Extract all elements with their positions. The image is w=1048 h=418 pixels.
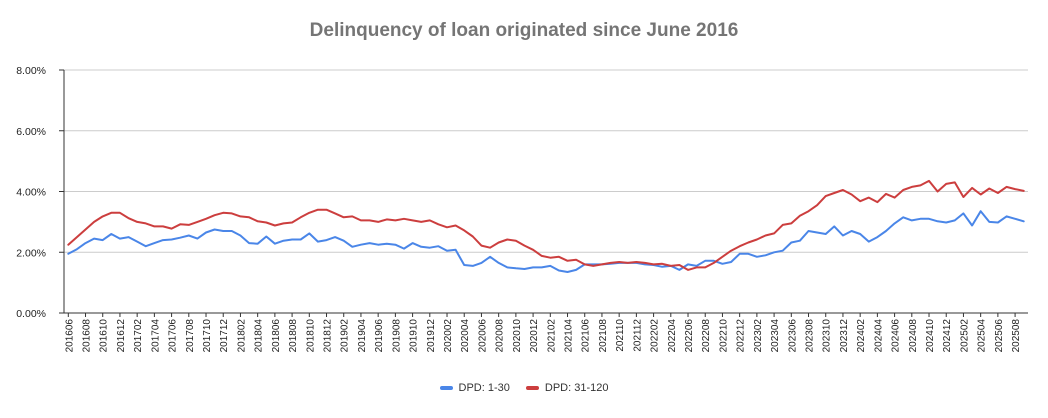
x-tick-label: 201610 bbox=[99, 319, 110, 353]
x-tick-label: 202504 bbox=[977, 319, 988, 353]
x-tick-label: 201802 bbox=[236, 319, 247, 353]
legend-swatch bbox=[525, 386, 539, 391]
chart-title: Delinquency of loan originated since Jun… bbox=[309, 20, 739, 41]
y-axis-tick-labels: 0.00% 2.00% 4.00% 6.00% 8.00% bbox=[16, 65, 46, 320]
legend: DPD: 1-30 DPD: 31-120 bbox=[0, 382, 1048, 394]
x-tick-label: 202304 bbox=[770, 319, 781, 353]
x-tick-label: 202312 bbox=[839, 319, 850, 353]
series-lines bbox=[67, 179, 1025, 273]
x-tick-label: 202406 bbox=[891, 319, 902, 353]
x-tick-label: 202302 bbox=[753, 319, 764, 353]
x-tick-label: 201908 bbox=[391, 319, 402, 353]
x-tick-label: 202104 bbox=[564, 319, 575, 353]
x-tick-label: 201804 bbox=[254, 319, 265, 353]
x-tick-label: 202102 bbox=[546, 319, 557, 353]
series-line-dpd-1-30 bbox=[67, 210, 1025, 273]
legend-item: DPD: 1-30 bbox=[439, 382, 510, 394]
x-tick-label: 202508 bbox=[1011, 319, 1022, 353]
x-tick-label: 201608 bbox=[82, 319, 93, 353]
gridlines bbox=[64, 69, 1028, 253]
x-tick-label: 201712 bbox=[219, 319, 230, 353]
x-tick-label: 202006 bbox=[477, 319, 488, 353]
x-tick-label: 202212 bbox=[736, 319, 747, 353]
x-tick-label: 201606 bbox=[64, 319, 75, 353]
y-tick-label: 2.00% bbox=[16, 247, 46, 259]
x-tick-label: 202002 bbox=[443, 319, 454, 353]
x-axis-tick-labels: 201606 201608 201610 201612 201702 201704 2017… bbox=[64, 319, 1022, 353]
x-tick-label: 201612 bbox=[116, 319, 127, 353]
x-tick-label: 202412 bbox=[942, 319, 953, 353]
x-tick-label: 201706 bbox=[168, 319, 179, 353]
x-tick-label: 202012 bbox=[529, 319, 540, 353]
x-tick-label: 202306 bbox=[787, 319, 798, 353]
x-tick-label: 202206 bbox=[684, 319, 695, 353]
y-tick-label: 6.00% bbox=[16, 126, 46, 138]
x-tick-label: 201806 bbox=[271, 319, 282, 353]
x-tick-label: 202408 bbox=[908, 319, 919, 353]
x-tick-label: 201708 bbox=[185, 319, 196, 353]
y-tick-label: 8.00% bbox=[16, 65, 46, 77]
x-tick-label: 202402 bbox=[856, 319, 867, 353]
x-tick-label: 201812 bbox=[323, 319, 334, 353]
x-tick-label: 201808 bbox=[288, 319, 299, 353]
x-tick-label: 202310 bbox=[822, 319, 833, 353]
x-tick-label: 201810 bbox=[305, 319, 316, 353]
y-tick-label: 0.00% bbox=[16, 308, 46, 320]
x-tick-label: 202112 bbox=[632, 319, 643, 352]
x-tick-label: 201912 bbox=[426, 319, 437, 353]
legend-label: DPD: 1-30 bbox=[458, 382, 510, 394]
legend-item: DPD: 31-120 bbox=[525, 382, 609, 394]
x-tick-label: 202202 bbox=[650, 319, 661, 353]
x-tick-label: 202106 bbox=[581, 319, 592, 353]
legend-label: DPD: 31-120 bbox=[544, 382, 609, 394]
x-tick-label: 202506 bbox=[994, 319, 1005, 353]
x-tick-label: 201904 bbox=[357, 319, 368, 353]
x-tick-label: 201902 bbox=[340, 319, 351, 353]
x-tick-label: 201910 bbox=[409, 319, 420, 353]
x-tick-label: 202308 bbox=[805, 319, 816, 353]
x-tick-label: 202010 bbox=[512, 319, 523, 353]
x-tick-label: 201906 bbox=[374, 319, 385, 353]
x-tick-label: 202110 bbox=[615, 319, 626, 352]
y-tick-label: 4.00% bbox=[16, 187, 46, 199]
axes bbox=[59, 69, 1028, 317]
x-tick-label: 202004 bbox=[460, 319, 471, 353]
x-tick-label: 202404 bbox=[873, 319, 884, 353]
x-tick-label: 201702 bbox=[133, 319, 144, 353]
x-tick-label: 201710 bbox=[202, 319, 213, 353]
x-tick-label: 202204 bbox=[667, 319, 678, 353]
x-tick-label: 201704 bbox=[150, 319, 161, 353]
x-tick-label: 202108 bbox=[598, 319, 609, 353]
x-tick-label: 202410 bbox=[925, 319, 936, 353]
x-tick-label: 202502 bbox=[959, 319, 970, 353]
legend-swatch bbox=[439, 386, 453, 391]
x-tick-label: 202208 bbox=[701, 319, 712, 353]
series-line-dpd-31-120 bbox=[67, 179, 1025, 271]
x-tick-label: 202210 bbox=[718, 319, 729, 353]
x-tick-label: 202008 bbox=[495, 319, 506, 353]
